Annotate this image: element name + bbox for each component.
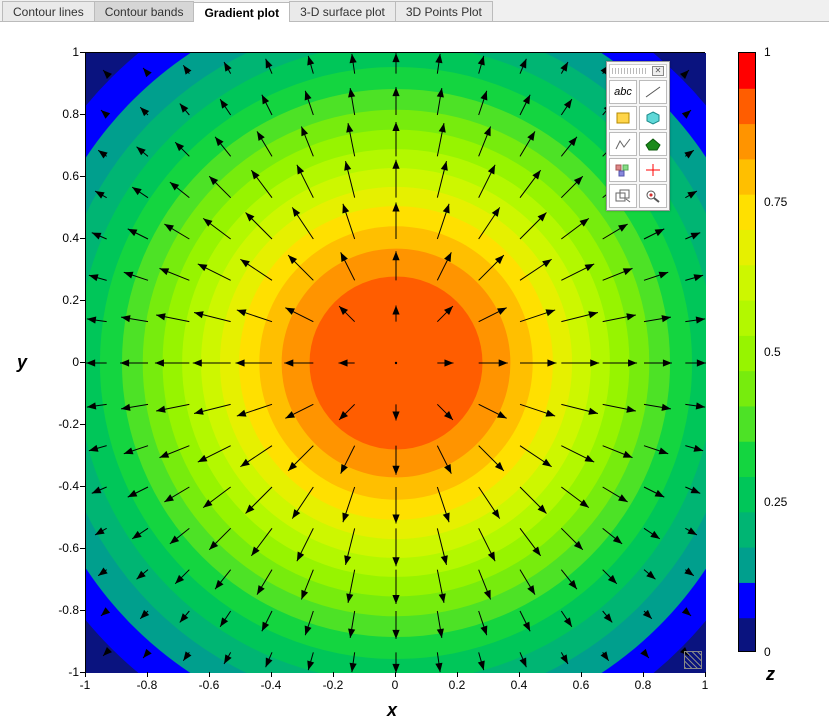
x-tick [519, 672, 520, 677]
legend-tick-label: 0.75 [764, 195, 787, 209]
line-tool-icon[interactable] [639, 80, 667, 104]
x-tick-label: 1 [687, 678, 723, 692]
toolbox-grip-icon[interactable] [612, 68, 648, 74]
drawing-toolbox[interactable]: ✕ abc [606, 61, 670, 211]
x-tick-label: -0.6 [191, 678, 227, 692]
text-tool-icon[interactable]: abc [609, 80, 637, 104]
x-tick [85, 672, 86, 677]
x-tick-label: 0.2 [439, 678, 475, 692]
x-tick [333, 672, 334, 677]
x-tick [581, 672, 582, 677]
y-tick-label: 1 [43, 45, 79, 59]
rect-tool-icon[interactable] [609, 106, 637, 130]
x-tick-label: -0.8 [129, 678, 165, 692]
y-axis-title: y [17, 352, 27, 373]
y-tick-label: 0.6 [43, 169, 79, 183]
legend-tick-label: 0 [764, 645, 771, 659]
x-tick [395, 672, 396, 677]
legend-tick-label: 0.5 [764, 345, 781, 359]
crosshair-tool-icon[interactable] [639, 158, 667, 182]
legend-tick-label: 0.25 [764, 495, 787, 509]
y-tick-label: -0.2 [43, 417, 79, 431]
color-legend [738, 52, 756, 652]
x-tick [643, 672, 644, 677]
y-tick [80, 548, 85, 549]
y-tick-label: 0.8 [43, 107, 79, 121]
x-tick [147, 672, 148, 677]
tab-gradient-plot[interactable]: Gradient plot [193, 2, 290, 22]
y-tick [80, 486, 85, 487]
x-tick [209, 672, 210, 677]
tab-3d-points-plot[interactable]: 3D Points Plot [395, 1, 493, 21]
z-axis-title: z [766, 664, 775, 685]
x-tick-label: 0 [377, 678, 413, 692]
y-tick [80, 238, 85, 239]
polygon-tool-icon[interactable] [639, 132, 667, 156]
tab-contour-bands[interactable]: Contour bands [94, 1, 195, 21]
y-tick [80, 114, 85, 115]
x-tick-label: 0.8 [625, 678, 661, 692]
circle-tool-icon[interactable] [639, 106, 667, 130]
tab-contour-lines[interactable]: Contour lines [2, 1, 95, 21]
y-tick [80, 610, 85, 611]
plot-area[interactable]: ✕ abc [85, 52, 705, 672]
y-tick-label: -0.8 [43, 603, 79, 617]
y-tick [80, 424, 85, 425]
x-axis-title: x [387, 700, 397, 721]
y-tick-label: 0.4 [43, 231, 79, 245]
y-tick [80, 176, 85, 177]
x-tick-label: -0.4 [253, 678, 289, 692]
legend-tick-label: 1 [764, 45, 771, 59]
y-tick-label: 0 [43, 355, 79, 369]
y-tick [80, 362, 85, 363]
tab-3-d-surface-plot[interactable]: 3-D surface plot [289, 1, 396, 21]
y-tick-label: -0.4 [43, 479, 79, 493]
main-area: ✕ abc -1 -0.8 -0.6 -0.4 -0.2 0 0.2 0.4 0.6 0.8 1 -… [0, 22, 829, 722]
y-tick-label: -1 [43, 665, 79, 679]
polyline-tool-icon[interactable] [609, 132, 637, 156]
toolbox-header[interactable]: ✕ [609, 64, 667, 78]
y-tick [80, 300, 85, 301]
align-tool-icon[interactable] [609, 158, 637, 182]
x-tick-label: -1 [67, 678, 103, 692]
x-tick [271, 672, 272, 677]
x-tick [457, 672, 458, 677]
y-tick-label: 0.2 [43, 293, 79, 307]
y-tick [80, 672, 85, 673]
x-tick-label: 0.4 [501, 678, 537, 692]
zoom-tool-icon[interactable] [639, 184, 667, 208]
resize-handle-icon[interactable] [684, 651, 702, 669]
y-tick [80, 52, 85, 53]
x-tick [705, 672, 706, 677]
copy-region-tool-icon[interactable] [609, 184, 637, 208]
close-icon[interactable]: ✕ [652, 66, 664, 76]
x-tick-label: -0.2 [315, 678, 351, 692]
y-tick-label: -0.6 [43, 541, 79, 555]
tab-bar: Contour linesContour bandsGradient plot3… [0, 0, 829, 22]
x-tick-label: 0.6 [563, 678, 599, 692]
